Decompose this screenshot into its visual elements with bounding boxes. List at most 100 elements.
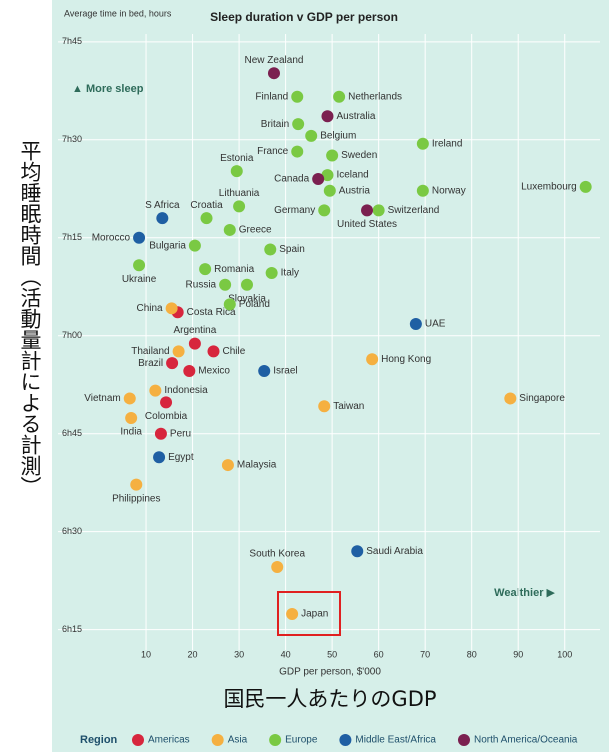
point-label: Hong Kong [381,354,431,365]
point-label: Russia [186,279,217,290]
chart-title: Sleep duration v GDP per person [210,10,398,24]
point [154,427,167,440]
point-label: New Zealand [245,55,304,66]
point [323,184,336,197]
point [223,223,236,236]
point-label: Italy [281,268,299,279]
grid: 10 20 30 40 50 60 70 80 90 100 6h15 6h30 6h45 7h00 7h1… [58,34,600,659]
point [123,392,136,405]
x-tick-label: 10 [141,649,151,659]
point-label: Brazil [138,358,163,369]
point-label: Lithuania [219,188,260,199]
x-tick-label: 30 [234,649,244,659]
x-tick-label: 90 [513,649,523,659]
legend-label: Asia [228,735,248,746]
point-label: Austria [339,185,371,196]
point-label: Indonesia [164,385,208,396]
point [133,231,146,244]
point [291,90,304,103]
point [321,110,334,123]
point-label: Saudi Arabia [366,546,423,557]
point [366,353,379,366]
point [271,560,284,573]
point [133,259,146,272]
x-tick-label: 60 [374,649,384,659]
point-label: Bulgaria [149,240,186,251]
point-label: Romania [214,264,254,275]
point [160,396,173,409]
y-tick-label: 6h30 [62,526,82,536]
annotation: ▲ More sleep [72,83,144,95]
point-label: Canada [274,174,309,185]
point-label: Thailand [131,346,169,357]
point [153,451,166,464]
point [149,384,162,397]
x-axis-title: GDP per person, $'000 [279,667,381,678]
y-tick-label: 6h15 [62,624,82,634]
point-label: Poland [239,299,270,310]
point-label: Malaysia [237,460,277,471]
point [361,204,374,217]
point-label: S Africa [145,200,180,211]
point [318,204,331,217]
point-label: Belgium [320,131,356,142]
point-label: Japan [301,609,328,620]
point [504,392,517,405]
point [166,357,179,370]
point-label: Spain [279,244,305,255]
point [286,607,299,620]
point-label: Switzerland [388,205,440,216]
y-tick-label: 6h45 [62,428,82,438]
point-label: Greece [239,225,272,236]
y-tick-label: 7h00 [62,330,82,340]
point [264,243,277,256]
point [409,317,422,330]
y-tick-label: 7h45 [62,36,82,46]
point [125,412,138,425]
annotation: Wealthier ▶ [494,587,555,599]
point [219,278,232,291]
point-label: Estonia [220,153,254,164]
point [130,478,143,491]
point-label: Germany [274,205,315,216]
point-label: Ireland [432,138,463,149]
y-axis-title: Average time in bed, hours [64,8,172,18]
legend-swatch [132,734,144,746]
point [291,145,304,158]
point [333,90,346,103]
point-label: Finland [255,91,288,102]
point-label: Colombia [145,411,188,422]
point-label: Morocco [92,232,131,243]
point [199,263,212,276]
point-label: Britain [261,119,289,130]
point [416,184,429,197]
point-label: Mexico [198,366,230,377]
point [305,129,318,142]
point-label: Peru [170,428,191,439]
point [265,267,278,280]
point [258,365,271,378]
legend-swatch [211,734,224,746]
point-label: Singapore [519,393,565,404]
point-label: Netherlands [348,91,402,102]
point [579,180,592,193]
legend-label: Americas [148,735,190,746]
point [372,204,385,217]
point-label: Ukraine [122,274,157,285]
plot-background [52,0,609,752]
y-axis-title-ja: 平均睡眠時間（活動量計による計測） [18,140,42,497]
point-label: Argentina [173,325,216,336]
point-label: Israel [273,366,297,377]
point [172,345,185,358]
point [223,298,236,311]
point [156,212,169,225]
point [326,149,339,162]
point-label: Sweden [341,150,377,161]
x-tick-label: 100 [557,649,572,659]
point-label: Norway [432,185,466,196]
point [321,169,334,182]
point-label: France [257,146,289,157]
legend-title: Region [80,734,118,746]
point-label: South Korea [249,549,305,560]
point-label: Egypt [168,452,194,463]
